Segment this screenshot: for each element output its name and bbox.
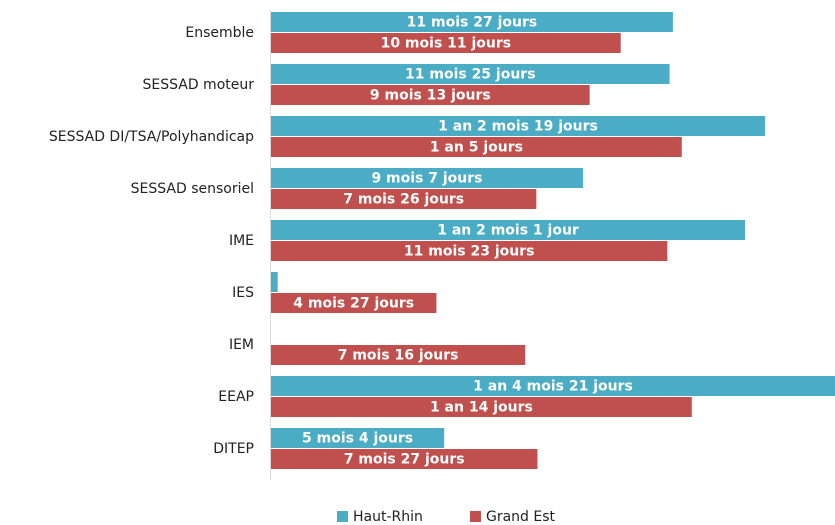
value-label: 1 an 14 jours <box>430 400 533 416</box>
bar <box>271 116 766 136</box>
value-label: 7 mois 16 jours <box>338 348 459 364</box>
value-label: 1 an 5 jours <box>430 140 523 156</box>
value-label: 10 mois 11 jours <box>381 36 512 52</box>
bar <box>271 220 746 240</box>
value-label: 7 mois 27 jours <box>344 452 465 468</box>
category-label: IES <box>232 285 254 301</box>
value-label: 1 an 2 mois 19 jours <box>438 119 598 135</box>
bar <box>271 293 437 313</box>
value-label: 4 mois 27 jours <box>293 296 414 312</box>
bar <box>271 64 670 84</box>
bar <box>271 168 583 188</box>
category-label: SESSAD sensoriel <box>131 181 254 197</box>
legend-swatch <box>337 511 348 522</box>
legend-label: Grand Est <box>486 509 556 525</box>
value-label: 11 mois 23 jours <box>404 244 535 260</box>
legend-swatch <box>470 511 481 522</box>
value-label: 9 mois 7 jours <box>371 171 482 187</box>
bar <box>271 345 526 365</box>
category-label: IEM <box>229 337 254 353</box>
category-label: EEAP <box>218 389 254 405</box>
bar <box>271 449 538 469</box>
bar <box>271 397 692 417</box>
value-label: 11 mois 25 jours <box>405 67 536 83</box>
bar <box>271 428 445 448</box>
category-label: IME <box>229 233 254 249</box>
value-label: 11 mois 27 jours <box>407 15 538 31</box>
value-label: 9 mois 13 jours <box>370 88 491 104</box>
category-label: Ensemble <box>185 25 254 41</box>
bar <box>271 33 621 53</box>
bar <box>271 85 590 105</box>
bar <box>271 137 682 157</box>
category-label: SESSAD DI/TSA/Polyhandicap <box>49 129 254 145</box>
bar <box>271 241 668 261</box>
legend-label: Haut-Rhin <box>353 509 423 525</box>
bar <box>271 376 835 396</box>
category-label: DITEP <box>213 441 254 457</box>
bar <box>271 12 673 32</box>
value-label: 7 mois 26 jours <box>343 192 464 208</box>
category-label: SESSAD moteur <box>142 77 254 93</box>
value-label: 5 mois 4 jours <box>302 431 413 447</box>
value-label: 1 an 2 mois 1 jour <box>437 223 579 239</box>
bar <box>271 189 537 209</box>
value-label: 1 an 4 mois 21 jours <box>473 379 633 395</box>
bar <box>271 272 278 292</box>
